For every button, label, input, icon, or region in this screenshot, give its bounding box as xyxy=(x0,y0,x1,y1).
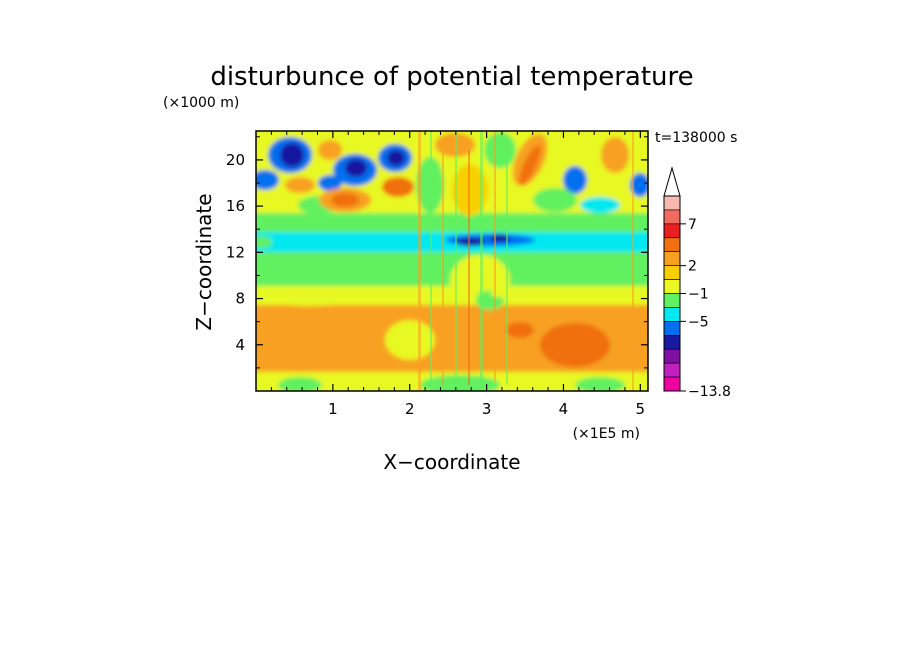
x-tick-label: 2 xyxy=(405,400,415,418)
colorbar: 7 2 −1 −5 −13.8 xyxy=(663,166,731,400)
colorbar-swatch xyxy=(663,237,681,253)
x-unit-label: (×1E5 m) xyxy=(573,426,640,442)
x-tick-label: 3 xyxy=(482,400,492,418)
x-axis: 1 2 3 4 5 xyxy=(270,131,646,418)
y-tick-label: 4 xyxy=(235,336,245,354)
colorbar-swatch xyxy=(663,321,681,336)
y-axis-label: Z−coordinate xyxy=(192,193,216,330)
colorbar-swatch xyxy=(663,307,681,322)
colorbar-swatch xyxy=(663,362,681,378)
colorbar-swatch xyxy=(663,376,681,392)
colorbar-label: 7 xyxy=(688,217,697,233)
colorbar-swatch xyxy=(663,348,681,364)
y-axis: 4 8 12 16 20 xyxy=(226,136,648,369)
chart-title: disturbunce of potential temperature xyxy=(210,62,693,92)
colorbar-overflow-triangle xyxy=(663,166,681,197)
band-green-2 xyxy=(256,210,648,232)
colorbar-swatch xyxy=(663,223,681,239)
colorbar-swatch xyxy=(663,265,681,280)
colorbar-swatch xyxy=(663,251,681,266)
time-label: t=138000 s xyxy=(655,130,737,146)
colorbar-label: 2 xyxy=(688,259,697,275)
y-tick-label: 8 xyxy=(235,290,245,308)
plot-frame xyxy=(255,130,649,392)
colorbar-swatch xyxy=(663,195,681,211)
y-unit-label: (×1000 m) xyxy=(163,95,239,111)
y-tick-label: 20 xyxy=(226,151,245,169)
colorbar-label: −13.8 xyxy=(688,384,731,400)
heatmap-field xyxy=(256,131,648,391)
colorbar-swatch xyxy=(663,209,681,225)
x-tick-label: 1 xyxy=(328,400,338,418)
colorbar-label: −5 xyxy=(688,314,709,330)
colorbar-swatch xyxy=(663,279,681,294)
y-tick-label: 12 xyxy=(226,243,245,261)
x-tick-label: 4 xyxy=(559,400,569,418)
y-tick-label: 16 xyxy=(226,197,245,215)
x-axis-label: X−coordinate xyxy=(383,450,520,474)
colorbar-label: −1 xyxy=(688,287,709,303)
colorbar-swatch xyxy=(663,334,681,350)
colorbar-swatch xyxy=(663,293,681,308)
band-yellow xyxy=(256,283,648,305)
x-tick-label: 5 xyxy=(636,400,646,418)
